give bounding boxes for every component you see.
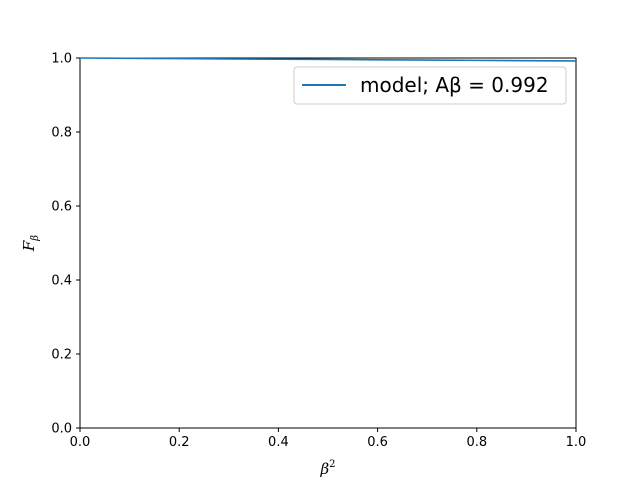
x-tick-label: 1.0 — [566, 435, 587, 450]
y-tick-label: 0.2 — [51, 348, 72, 363]
series-line-0 — [79, 57, 577, 62]
y-tick-label: 0.8 — [51, 126, 72, 141]
x-tick-label: 0.0 — [70, 435, 91, 450]
legend-frame — [293, 66, 567, 105]
y-axis-label: Fβ — [20, 235, 41, 252]
legend-label: model; Aβ = 0.992 — [360, 73, 549, 97]
y-tick-label: 0.0 — [51, 422, 72, 437]
series-layer — [79, 57, 577, 62]
legend: model; Aβ = 0.992 — [293, 66, 567, 105]
y-tick-label: 0.6 — [51, 200, 72, 215]
x-tick-label: 0.8 — [466, 435, 487, 450]
y-axis-ticks: 0.0 0.2 0.4 0.6 0.8 1.0 — [51, 52, 80, 437]
x-tick-label: 0.4 — [268, 435, 289, 450]
x-axis-label: β2 — [319, 459, 335, 478]
axes-frame — [79, 57, 577, 429]
plot-area — [79, 57, 577, 429]
y-tick-label: 1.0 — [51, 52, 72, 67]
x-axis-ticks: 0.0 0.2 0.4 0.6 0.8 1.0 — [70, 428, 587, 450]
x-tick-label: 0.6 — [367, 435, 388, 450]
x-tick-label: 0.2 — [169, 435, 190, 450]
y-tick-label: 0.4 — [51, 274, 72, 289]
